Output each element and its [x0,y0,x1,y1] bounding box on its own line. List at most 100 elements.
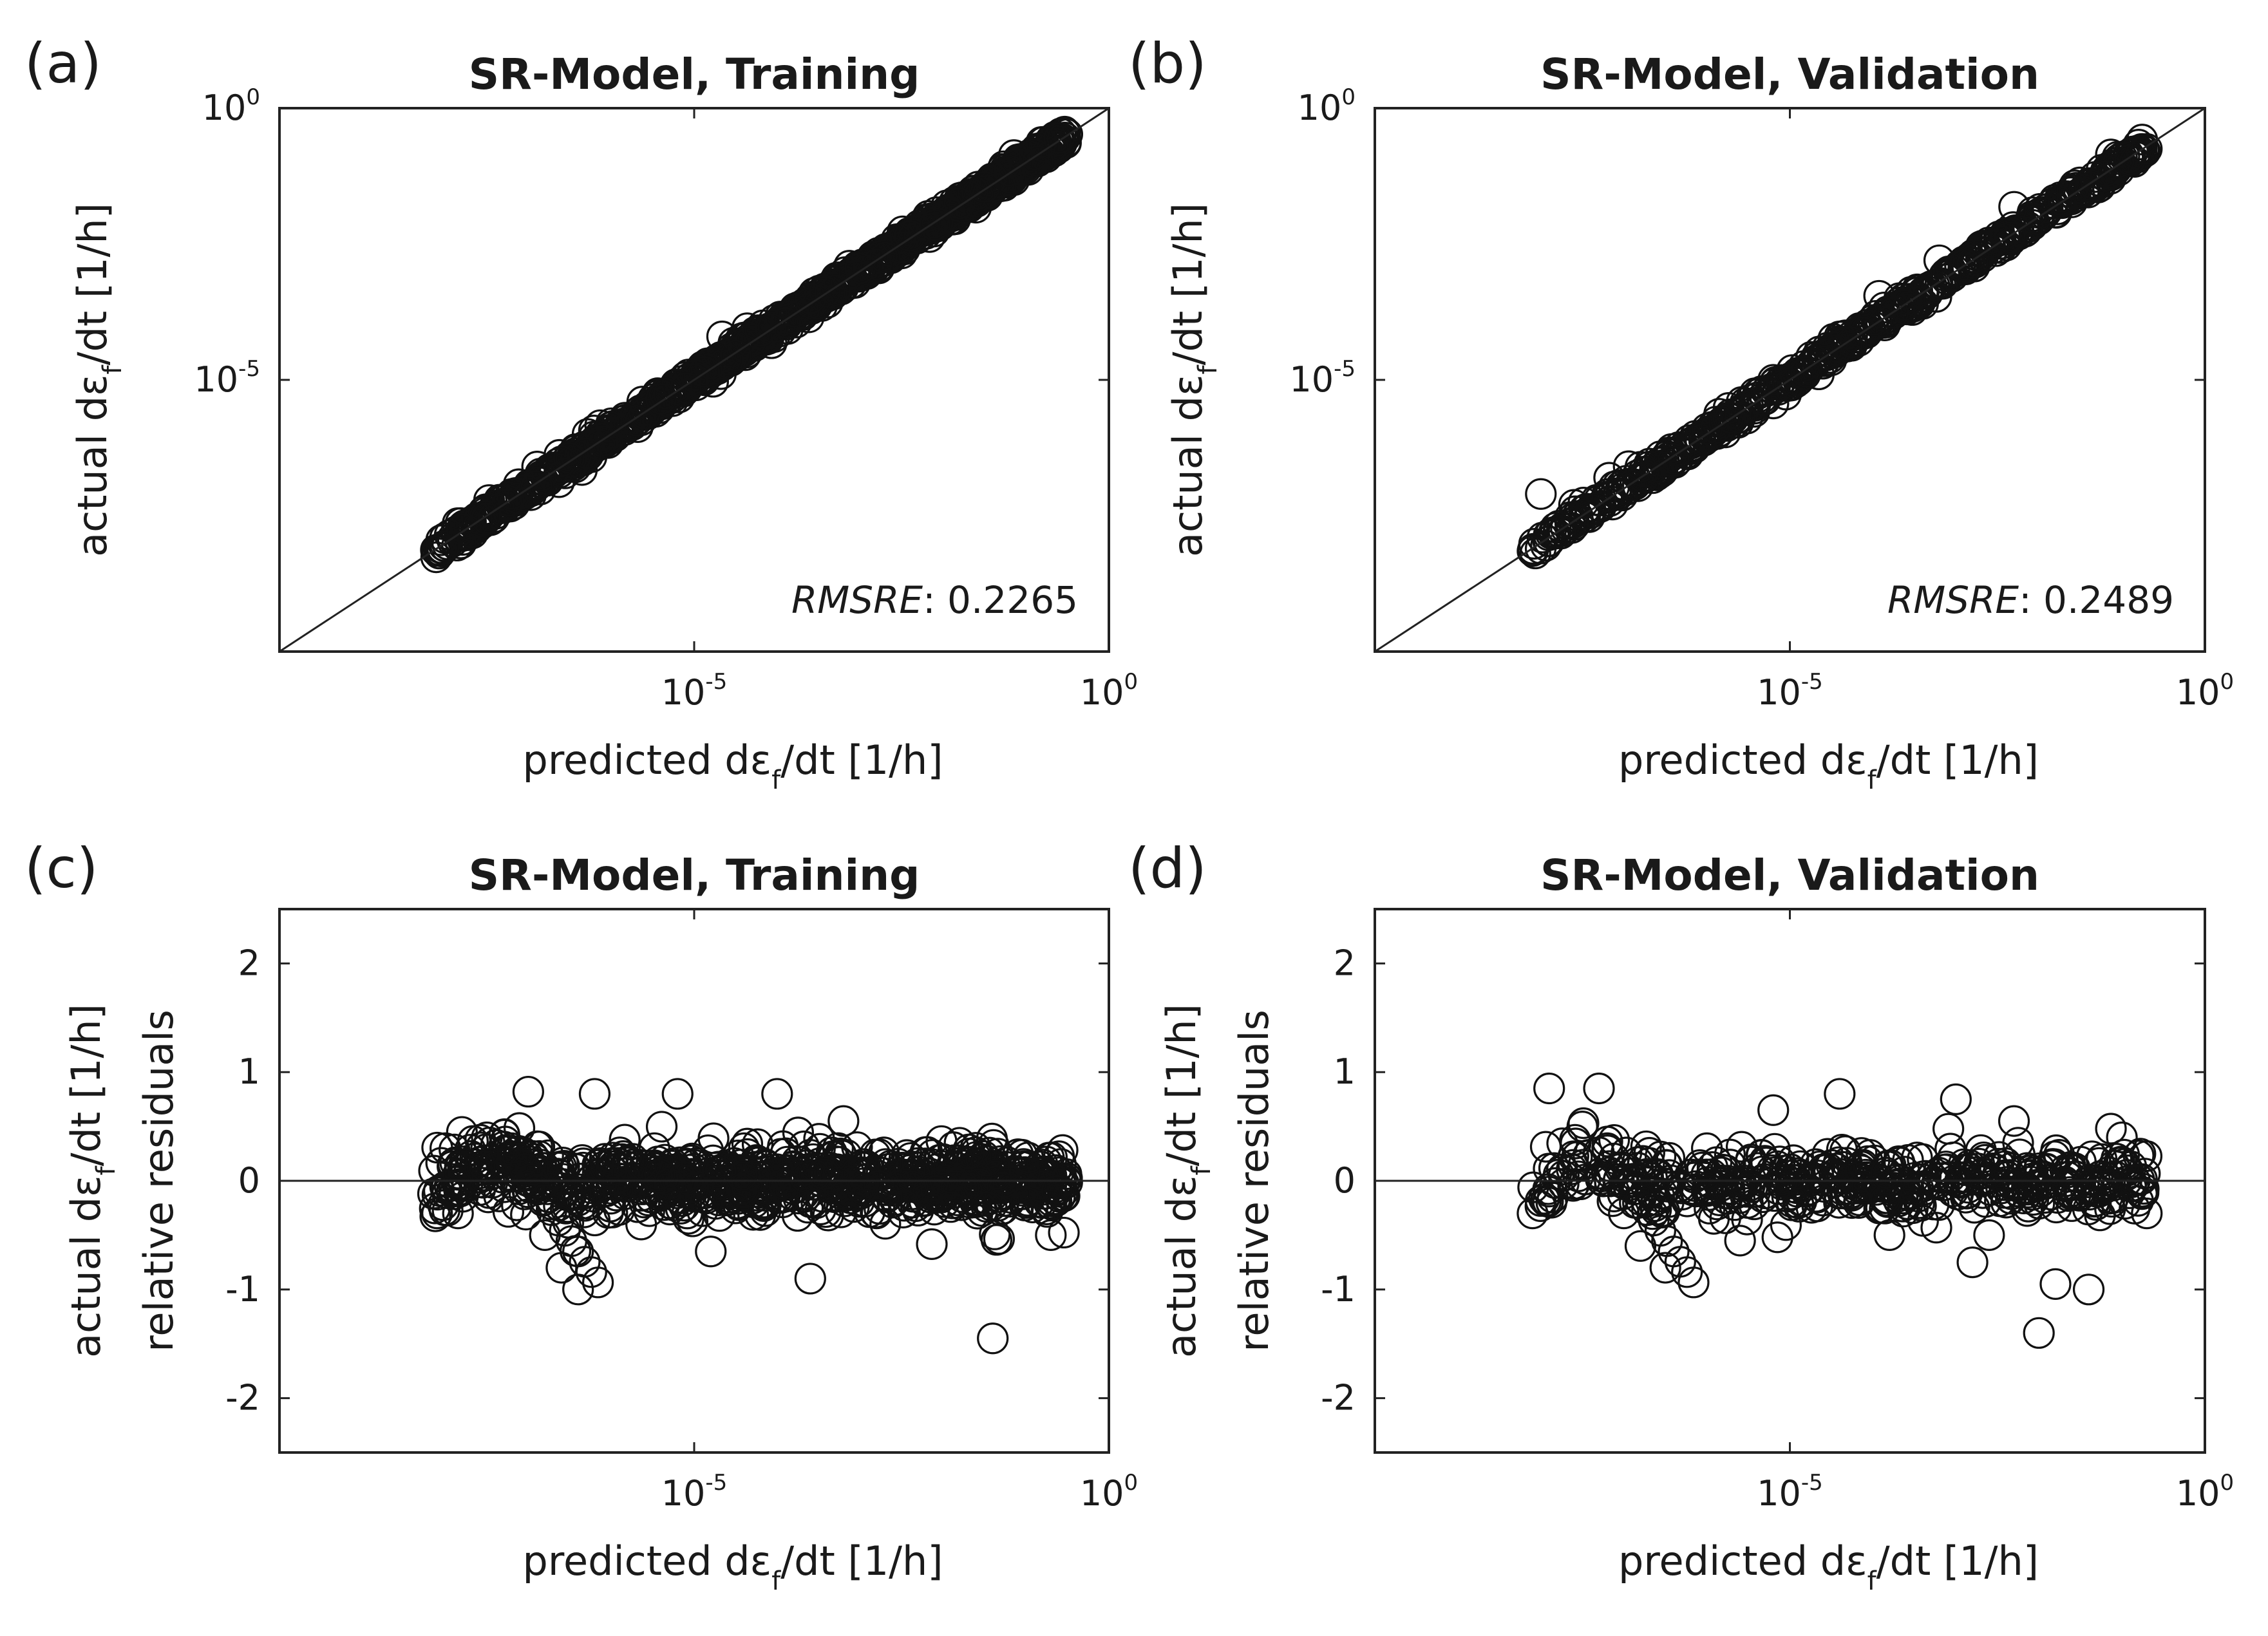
data-point [661,1078,694,1110]
y-tick-label: 10-5 [194,356,260,400]
y-tick-label: -1 [1321,1269,1356,1310]
y-axis-label: actual dεf/dt [1/h] [69,203,128,557]
reference-line [1374,107,2206,653]
data-point [1933,255,1965,288]
data-point [446,1116,478,1148]
y-tick-label: 1 [238,1051,260,1092]
data-point [1030,1193,1063,1225]
data-point [670,372,702,404]
data-point [847,1148,880,1180]
data-point [2108,1148,2140,1180]
x-axis-label: predicted dεf/dt [1/h] [522,737,943,795]
data-point [595,407,627,440]
data-point [471,502,503,534]
data-point [428,530,460,562]
data-point [616,409,648,441]
data-point [2052,1168,2084,1201]
data-point [799,1159,831,1191]
data-point [578,1204,611,1237]
data-point [1035,1219,1067,1252]
y-tick-label: -2 [1321,1378,1356,1418]
data-point [1596,1185,1629,1218]
data-point [751,1168,783,1200]
data-point [1725,1131,1758,1163]
data-point [918,1194,950,1226]
panel-2: (b) SR-Model, Validation 10-5 100 10-5 100 pre… [1128,32,2234,795]
data-point [1701,1189,1734,1221]
data-point [515,479,547,511]
data-point [1012,1142,1044,1174]
data-point [562,1236,594,1268]
data-point [1583,1072,1615,1105]
data-point [2113,141,2145,173]
rmsre-annotation: RMSRE: 0.2265 [791,578,1078,622]
data-point [1714,1138,1746,1171]
data-point [1569,498,1601,531]
data-point [871,1181,903,1214]
y-axis-label-secondary: relative residuals [1231,1010,1278,1352]
data-point [1824,1078,1856,1110]
data-point [1691,1132,1723,1164]
data-point [1683,1158,1715,1190]
data-point [668,1161,700,1193]
x-tick-label: 10-5 [661,669,728,713]
data-point [1969,1143,2001,1176]
data-point [1608,1198,1640,1230]
data-point [940,1170,972,1203]
data-point [757,311,789,343]
data-point [827,1105,860,1137]
data-point [1691,413,1723,445]
data-point [1907,1143,1939,1175]
data-point [943,187,976,220]
data-point [1770,1209,1802,1241]
x-axis-label: predicted dεf/dt [1/h] [522,1537,943,1596]
y-tick-label: 2 [1334,943,1356,983]
data-point [695,348,727,380]
data-point [1671,1256,1703,1288]
data-point [1708,406,1741,438]
x-tick-label: 100 [2176,1470,2234,1514]
data-point [1627,455,1659,488]
data-point [737,323,770,355]
data-point [701,1156,733,1188]
y-tick-label: -1 [225,1269,260,1310]
y-axis-label: actual dεf/dt [1/h] [62,1004,121,1358]
data-point [943,1127,976,1159]
data-point [425,524,457,556]
data-point [496,478,528,510]
data-point [2131,1198,2163,1230]
rmsre-annotation: RMSRE: 0.2489 [1887,578,2174,622]
x-tick-label: 10-5 [1757,669,1823,713]
data-point [1984,1185,2016,1218]
data-point [918,209,951,241]
data-point [628,1187,661,1219]
data-point [553,442,585,474]
data-point [1610,474,1642,506]
x-tick-label: 100 [1080,669,1138,713]
data-point [1026,1149,1059,1181]
data-point [860,1198,893,1230]
data-point [977,1322,1009,1355]
data-point [1757,1094,1790,1126]
data-point [1006,1138,1038,1171]
data-point [429,1132,462,1164]
data-point [2045,183,2077,216]
data-point [794,282,826,314]
data-point [1673,424,1705,456]
data-point [643,1158,676,1190]
data-point [869,1208,902,1240]
data-point [425,532,457,565]
data-point [970,1190,1003,1223]
data-point [1757,364,1790,396]
data-point [1958,1192,1990,1224]
data-point [2023,203,2055,236]
data-point [2097,1182,2130,1214]
data-point [1922,1167,1954,1199]
data-point [761,1078,793,1110]
y-tick-label: 10-5 [1289,356,1356,400]
data-point [1606,479,1638,512]
data-point [688,355,721,388]
data-point [1933,1113,1965,1145]
y-tick-label: 100 [1298,84,1356,128]
